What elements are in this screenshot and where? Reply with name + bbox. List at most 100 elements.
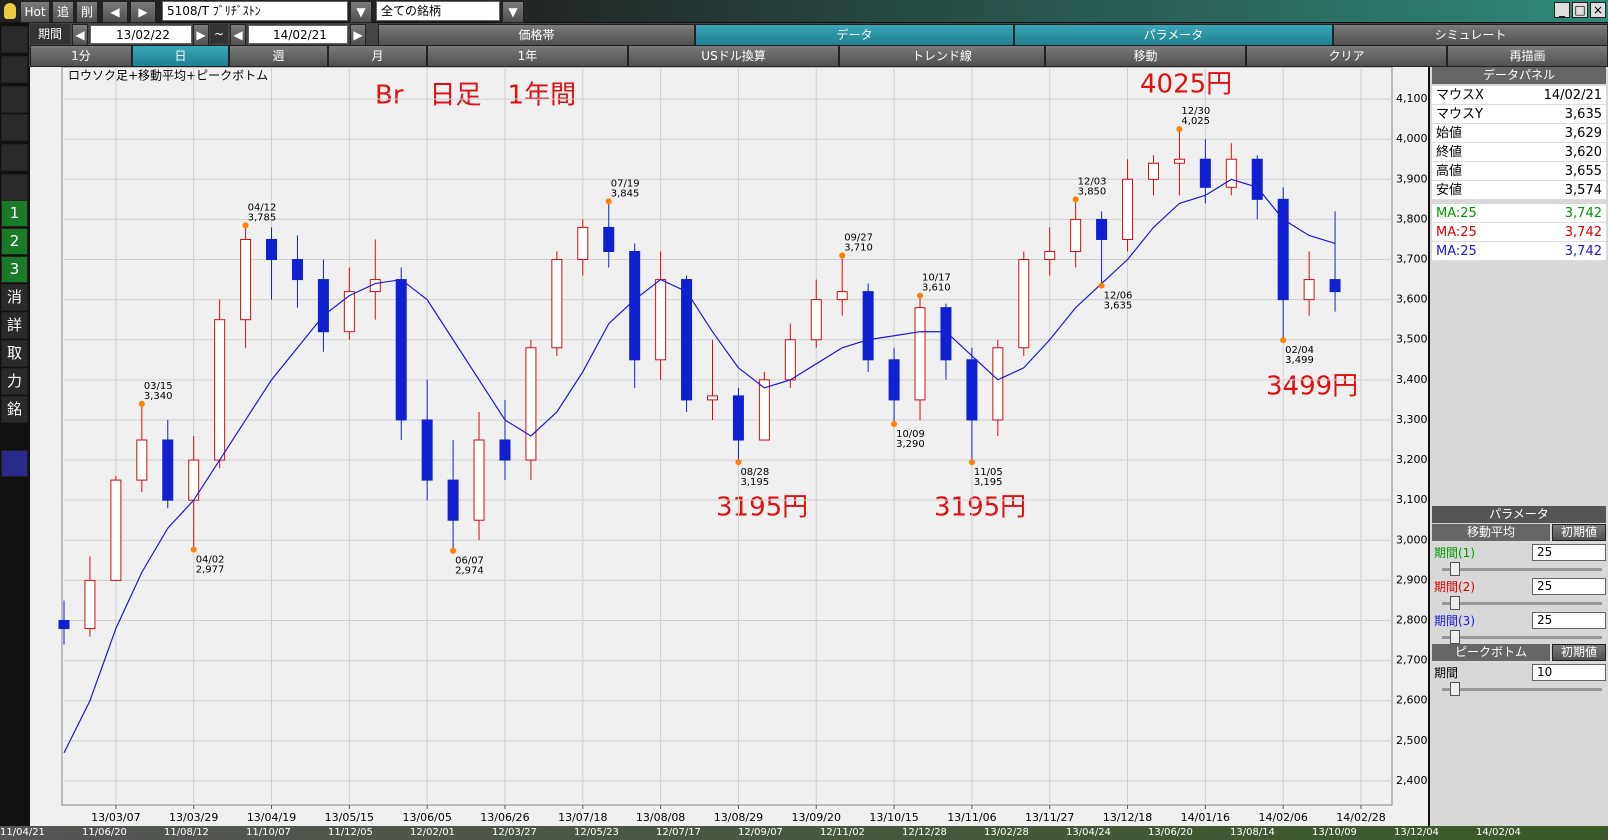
- strip-date: 13/10/09: [1312, 827, 1357, 838]
- interval-button[interactable]: トレンド線: [839, 45, 1045, 67]
- ma-title: 移動平均: [1432, 524, 1550, 541]
- data-value: 14/02/21: [1543, 88, 1602, 103]
- tool-icon[interactable]: [1, 56, 28, 83]
- strip-date: 13/04/24: [1066, 827, 1111, 838]
- pb-period-value[interactable]: 10: [1532, 664, 1606, 681]
- peak-date: 08/28: [740, 467, 769, 478]
- candle-body: [655, 279, 667, 361]
- tool-icon[interactable]: [1, 86, 28, 113]
- delete-button[interactable]: 削: [76, 1, 98, 23]
- candle-body: [1018, 259, 1030, 349]
- from-prev[interactable]: ◀: [72, 24, 88, 46]
- x-tick-label: 13/04/19: [247, 811, 296, 824]
- from-next[interactable]: ▶: [193, 24, 209, 46]
- universe-dropdown[interactable]: ▼: [502, 1, 524, 23]
- prev-button[interactable]: ◀: [102, 1, 128, 23]
- side-button[interactable]: 1: [1, 200, 28, 227]
- annotation: Br 日足 1年間: [375, 81, 576, 111]
- interval-button[interactable]: 移動: [1045, 45, 1246, 67]
- y-tick-label: 2,700: [1396, 654, 1428, 667]
- peak-date: 07/19: [611, 178, 640, 189]
- candle-body: [862, 291, 874, 361]
- candle-body: [473, 439, 485, 521]
- y-tick-label: 3,300: [1396, 413, 1428, 426]
- strip-date: 12/12/28: [902, 827, 947, 838]
- tool-icon[interactable]: [1, 174, 28, 201]
- side-button[interactable]: 3: [1, 256, 28, 283]
- next-button[interactable]: ▶: [130, 1, 156, 23]
- ma-period-value[interactable]: 25: [1532, 612, 1606, 629]
- x-tick-label: 14/02/28: [1336, 811, 1385, 824]
- side-button[interactable]: 消: [1, 284, 28, 311]
- strip-date: 11/10/07: [246, 827, 291, 838]
- y-tick-label: 3,400: [1396, 373, 1428, 386]
- interval-button[interactable]: クリア: [1246, 45, 1447, 67]
- peak-marker: [190, 546, 197, 553]
- bulb-icon[interactable]: [4, 3, 16, 19]
- slider-thumb[interactable]: [1450, 630, 1460, 644]
- symbol-field[interactable]: 5108/T ﾌﾞﾘﾁﾞｽﾄﾝ: [162, 1, 348, 21]
- slider-thumb[interactable]: [1450, 562, 1460, 576]
- reset-button[interactable]: 初期値: [1552, 524, 1606, 541]
- tool-icon[interactable]: [1, 114, 28, 141]
- interval-button[interactable]: 日: [132, 45, 229, 67]
- universe-field[interactable]: 全ての銘柄: [376, 1, 500, 21]
- data-panel-title: データパネル: [1432, 67, 1606, 84]
- tool-icon[interactable]: [1, 144, 28, 171]
- close[interactable]: ×: [1590, 2, 1606, 18]
- interval-button[interactable]: 1分: [30, 45, 132, 67]
- candle-body: [914, 307, 926, 401]
- x-tick-label: 14/01/16: [1181, 811, 1230, 824]
- candle-body: [1096, 218, 1108, 240]
- tool-icon[interactable]: [1, 26, 28, 53]
- ma-period-value[interactable]: 25: [1532, 544, 1606, 561]
- tab[interactable]: 価格帯: [378, 24, 695, 46]
- x-tick-label: 13/09/20: [792, 811, 841, 824]
- to-field[interactable]: 14/02/21: [248, 25, 348, 44]
- interval-button[interactable]: 1年: [427, 45, 628, 67]
- strip-date: 13/06/20: [1148, 827, 1193, 838]
- slider-thumb[interactable]: [1450, 596, 1460, 610]
- maximize[interactable]: □: [1572, 2, 1588, 18]
- data-label: 終値: [1436, 145, 1463, 160]
- interval-button[interactable]: 週: [229, 45, 328, 67]
- tab[interactable]: シミュレート: [1333, 24, 1608, 46]
- data-row: 終値 3,620: [1432, 143, 1606, 162]
- slider-thumb[interactable]: [1450, 682, 1460, 696]
- interval-button[interactable]: 再描画: [1447, 45, 1608, 67]
- settings-icon[interactable]: [1, 450, 28, 477]
- peak-date: 04/12: [248, 202, 277, 213]
- reset-button[interactable]: 初期値: [1552, 644, 1606, 661]
- side-button[interactable]: 2: [1, 228, 28, 255]
- add-button[interactable]: 追: [52, 1, 74, 23]
- to-next[interactable]: ▶: [350, 24, 366, 46]
- candle-body: [84, 579, 96, 630]
- side-button[interactable]: 詳: [1, 312, 28, 339]
- peak-date: 12/30: [1181, 106, 1210, 117]
- candle-body: [214, 319, 226, 461]
- ma-period-label: 期間(1): [1434, 546, 1475, 560]
- peak-value: 3,845: [611, 188, 640, 199]
- ma-period-value[interactable]: 25: [1532, 578, 1606, 595]
- side-button[interactable]: 力: [1, 368, 28, 395]
- minimize[interactable]: _: [1554, 2, 1570, 18]
- from-field[interactable]: 13/02/22: [90, 25, 192, 44]
- hot-button[interactable]: Hot: [20, 1, 50, 23]
- interval-button[interactable]: USドル換算: [628, 45, 839, 67]
- interval-button[interactable]: 月: [328, 45, 427, 67]
- candle-body: [499, 439, 511, 461]
- data-label: MA:25: [1436, 206, 1477, 221]
- param-panel-title: パラメータ: [1432, 506, 1606, 523]
- side-button[interactable]: 取: [1, 340, 28, 367]
- chart-background: [30, 67, 1428, 827]
- tab[interactable]: パラメータ: [1014, 24, 1333, 46]
- side-button[interactable]: 銘: [1, 396, 28, 423]
- y-tick-label: 2,500: [1396, 734, 1428, 747]
- peak-date: 06/07: [455, 556, 484, 567]
- to-prev[interactable]: ◀: [230, 24, 246, 46]
- slider-track: [1442, 568, 1602, 571]
- tab[interactable]: データ: [695, 24, 1014, 46]
- symbol-dropdown[interactable]: ▼: [350, 1, 372, 23]
- candle-body: [1329, 279, 1341, 293]
- peak-marker: [1098, 282, 1105, 289]
